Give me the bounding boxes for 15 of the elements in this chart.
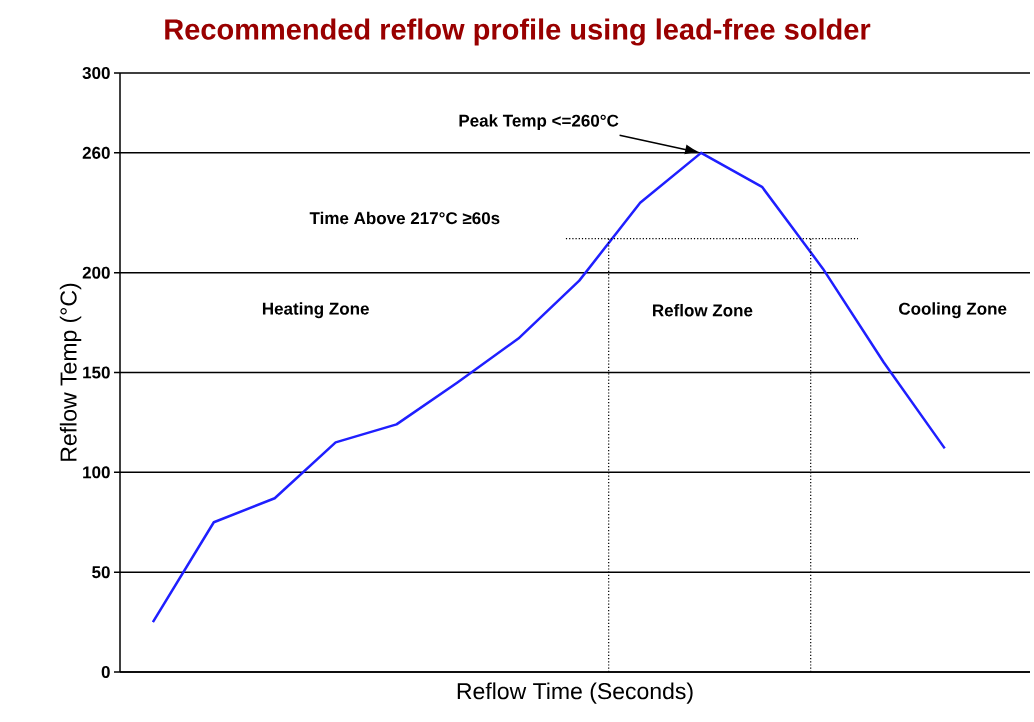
- y-tick-label: 150: [83, 366, 110, 379]
- annotation: Cooling Zone: [899, 302, 1007, 319]
- y-tick-label: 100: [83, 466, 110, 479]
- annotation: Time Above 217°C ≥60s: [309, 211, 500, 225]
- y-tick-label: 50: [92, 566, 110, 579]
- y-tick-label: 300: [82, 66, 110, 80]
- y-tick-label: 260: [82, 146, 110, 159]
- chart-title: Recommended reflow profile using lead-free solder: [165, 18, 871, 46]
- y-tick-label: 0: [101, 665, 110, 679]
- y-axis-title: Reflow Temp (°C): [59, 283, 82, 461]
- annotation: Peak Temp <=260°C: [459, 114, 619, 131]
- annotation: Reflow Zone: [653, 303, 753, 317]
- annotation: Heating Zone: [262, 302, 369, 319]
- y-tick-label: 200: [82, 266, 110, 279]
- x-axis-title: Reflow Time (Seconds): [457, 682, 693, 704]
